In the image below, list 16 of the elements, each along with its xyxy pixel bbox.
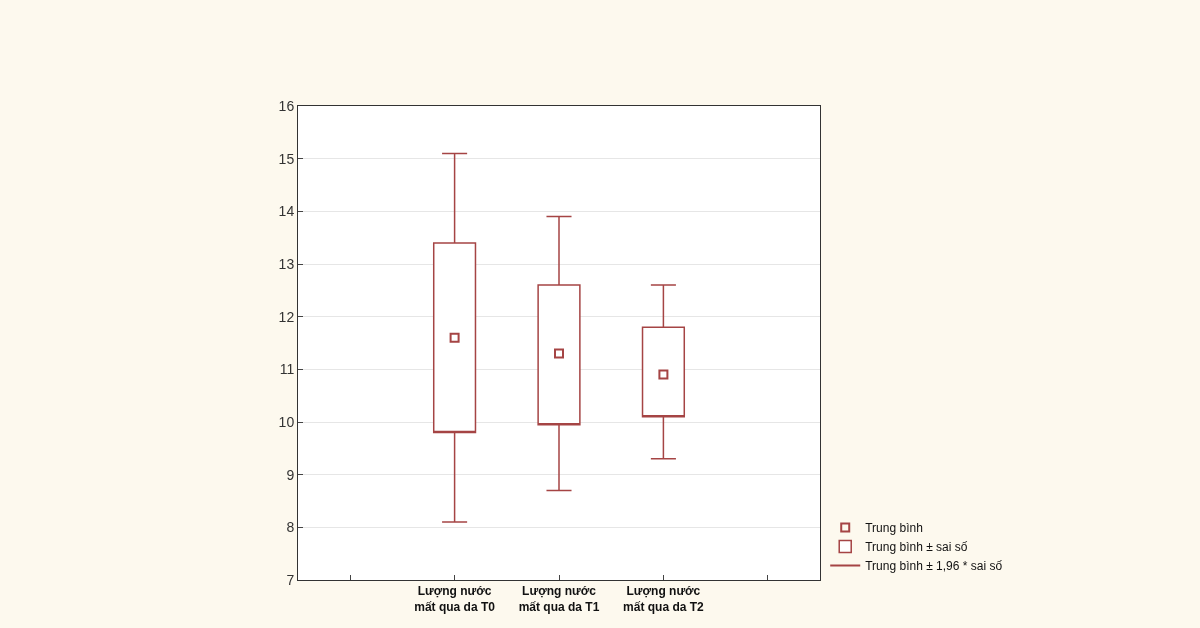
y-tick-label: 7 — [286, 571, 295, 588]
text: Trung bình — [865, 521, 923, 536]
y-tick-label: 12 — [278, 308, 295, 325]
y-tick-label: 9 — [286, 466, 295, 483]
y-tick-label: 11 — [279, 361, 295, 378]
x-tick-label: Lượng nước mất qua da T0 — [414, 584, 496, 614]
x-tick-label: Lượng nước mất qua da T1 — [518, 584, 600, 614]
y-tick-label: 8 — [286, 519, 295, 536]
text: Trung bình ± sai số — [865, 540, 968, 555]
y-tick-label: 14 — [278, 203, 295, 220]
y-tick-label: 13 — [278, 255, 295, 272]
text: Trung bình ± 1,96 * sai số — [865, 559, 1003, 574]
y-tick-label: 10 — [278, 413, 295, 430]
y-tick-label: 15 — [278, 150, 295, 167]
y-tick-label: 16 — [278, 97, 295, 114]
x-tick-label: Lượng nước mất qua da T2 — [623, 584, 705, 614]
